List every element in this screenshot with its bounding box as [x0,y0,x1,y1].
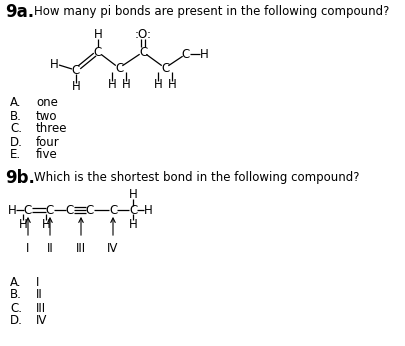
Text: III: III [36,301,46,315]
Text: H: H [122,79,130,91]
Text: D.: D. [10,136,23,148]
Text: :O:: :O: [134,28,151,42]
Text: B.: B. [10,289,22,301]
Text: two: two [36,109,58,122]
Text: C: C [161,62,169,74]
Text: 9a.: 9a. [5,3,34,21]
Text: H: H [8,203,16,217]
Text: IV: IV [36,315,47,328]
Text: C: C [94,46,102,58]
Text: C: C [46,203,54,217]
Text: How many pi bonds are present in the following compound?: How many pi bonds are present in the fol… [34,6,389,18]
Text: C: C [109,203,117,217]
Text: H: H [72,81,80,93]
Text: I: I [36,275,39,289]
Text: A.: A. [10,275,21,289]
Text: B.: B. [10,109,22,122]
Text: H: H [200,47,209,61]
Text: I: I [26,242,30,255]
Text: three: three [36,122,68,136]
Text: C: C [86,203,94,217]
Text: III: III [76,242,86,255]
Text: H: H [19,218,28,230]
Text: C.: C. [10,301,22,315]
Text: C.: C. [10,122,22,136]
Text: C: C [115,62,123,74]
Text: H: H [153,79,162,91]
Text: one: one [36,97,58,109]
Text: C: C [24,203,32,217]
Text: C: C [139,46,147,58]
Text: C: C [66,203,74,217]
Text: IV: IV [107,242,119,255]
Text: five: five [36,148,58,162]
Text: H: H [50,57,58,71]
Text: II: II [36,289,43,301]
Text: A.: A. [10,97,21,109]
Text: E.: E. [10,148,21,162]
Text: Which is the shortest bond in the following compound?: Which is the shortest bond in the follow… [34,172,360,184]
Text: C: C [72,64,80,76]
Text: H: H [129,218,137,230]
Text: C: C [129,203,137,217]
Text: H: H [144,203,152,217]
Text: H: H [42,218,50,230]
Text: H: H [94,28,102,42]
Text: II: II [47,242,53,255]
Text: 9b.: 9b. [5,169,35,187]
Text: four: four [36,136,60,148]
Text: D.: D. [10,315,23,328]
Text: C: C [182,47,190,61]
Text: H: H [168,79,176,91]
Text: H: H [129,189,137,201]
Text: H: H [108,79,116,91]
